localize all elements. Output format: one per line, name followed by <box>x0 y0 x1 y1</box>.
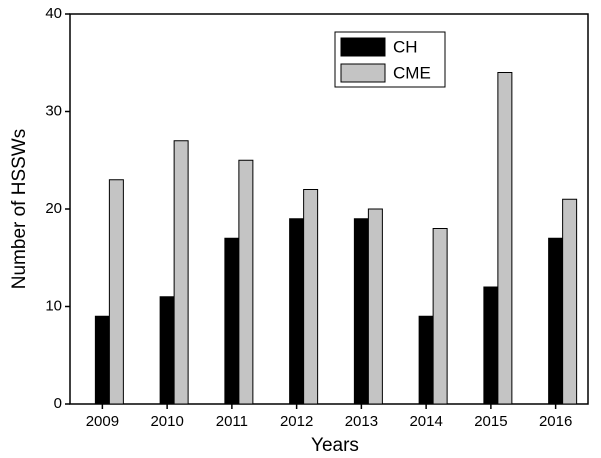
legend-swatch <box>340 37 386 57</box>
x-tick-label: 2009 <box>86 413 119 430</box>
legend-label: CH <box>393 37 418 56</box>
x-tick-label: 2012 <box>280 413 313 430</box>
x-tick-label: 2011 <box>216 413 248 430</box>
legend-label: CME <box>393 63 431 82</box>
x-tick-label: 2014 <box>409 413 442 430</box>
bar <box>367 208 383 405</box>
y-axis-title: Number of HSSWs <box>9 129 30 289</box>
bar <box>224 237 240 405</box>
bar <box>303 189 319 405</box>
bar <box>289 218 305 405</box>
bar <box>94 315 110 405</box>
legend-swatch <box>340 63 386 83</box>
bar <box>108 179 124 405</box>
bar <box>548 237 564 405</box>
y-tick-label: 10 <box>45 297 62 314</box>
bar <box>497 72 513 405</box>
y-tick-label: 0 <box>54 395 62 412</box>
bar <box>353 218 369 405</box>
bar <box>483 286 499 405</box>
y-tick-label: 20 <box>45 200 62 217</box>
bar <box>238 159 254 405</box>
x-tick-label: 2013 <box>345 413 378 430</box>
bar <box>418 315 434 405</box>
x-tick-label: 2015 <box>474 413 507 430</box>
bar <box>432 228 448 405</box>
bar <box>562 198 578 405</box>
bar <box>159 296 175 405</box>
x-axis-title: Years <box>311 435 359 456</box>
x-tick-label: 2016 <box>539 413 572 430</box>
y-tick-label: 40 <box>45 5 62 22</box>
y-tick-label: 30 <box>45 102 62 119</box>
x-tick-label: 2010 <box>150 413 183 430</box>
bar <box>173 140 189 405</box>
